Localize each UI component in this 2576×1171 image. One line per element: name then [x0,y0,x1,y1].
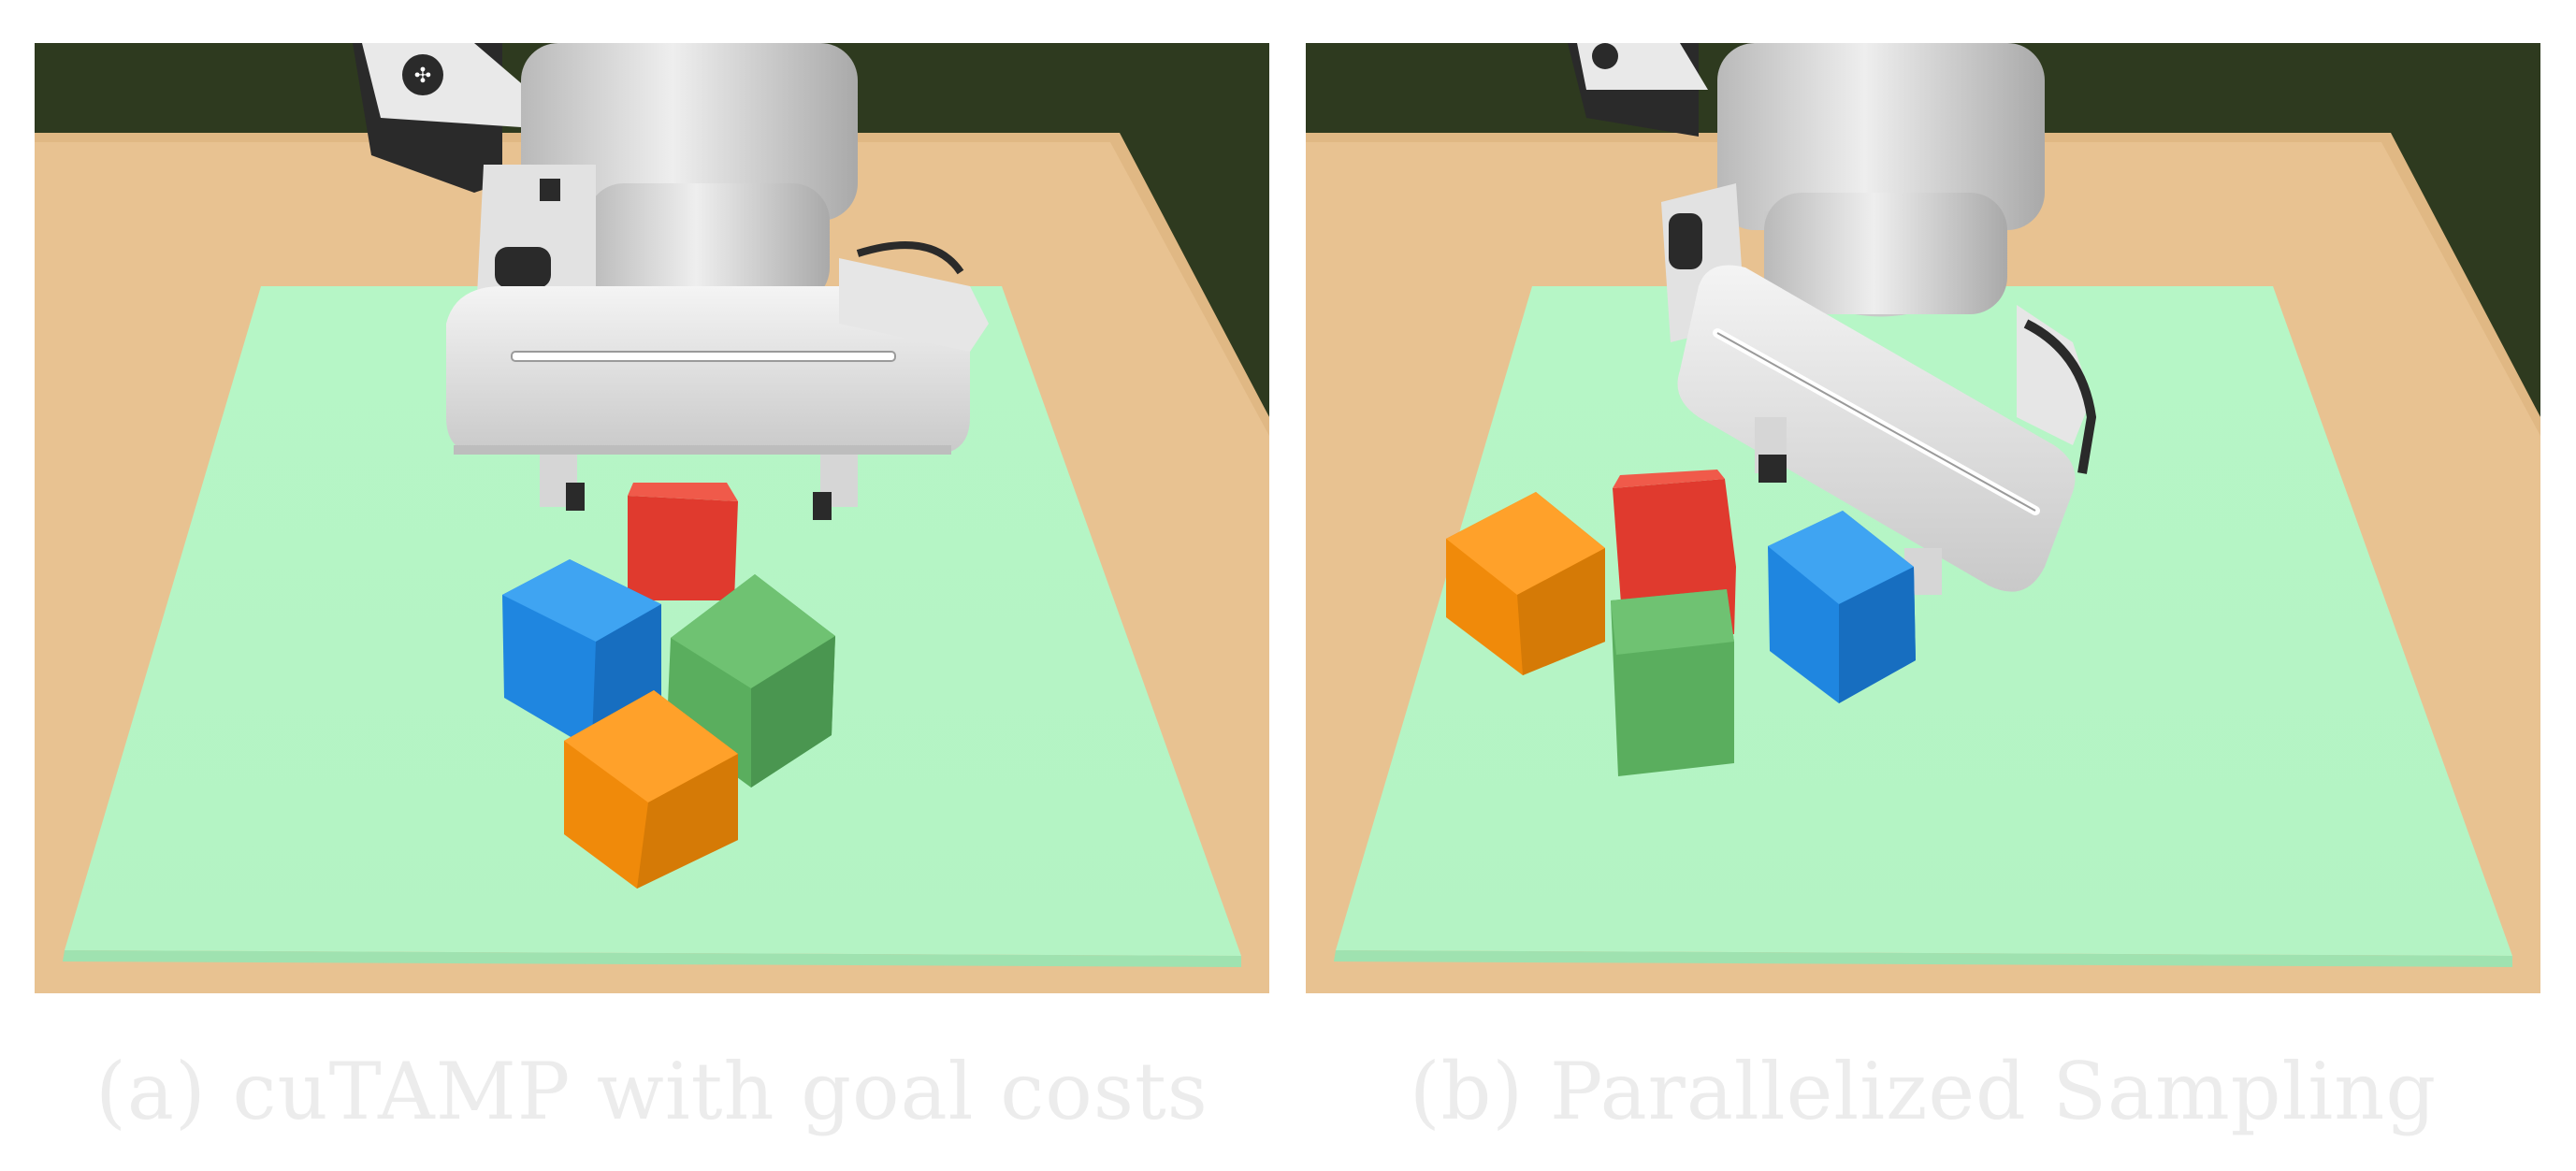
caption-b: (b) Parallelized Sampling [1409,1046,2438,1137]
scene-panel-b [1306,43,2540,993]
scene-a-svg: ✣ [35,43,1269,993]
green-mat [1336,286,2512,956]
green-cube [1611,589,1734,776]
scene-panel-a: ✣ [35,43,1269,993]
robot-arm [1568,43,2045,342]
blue-cube [1768,511,1916,703]
green-mat-edge [1334,950,2512,967]
caption-a: (a) cuTAMP with goal costs [95,1046,1208,1137]
gripper [446,241,989,520]
orange-cube [564,690,738,889]
orange-cube [1446,492,1605,675]
scene-b-svg [1306,43,2540,993]
red-cube [628,483,738,600]
green-mat-edge [63,950,1241,967]
svg-text:✣: ✣ [414,65,431,88]
